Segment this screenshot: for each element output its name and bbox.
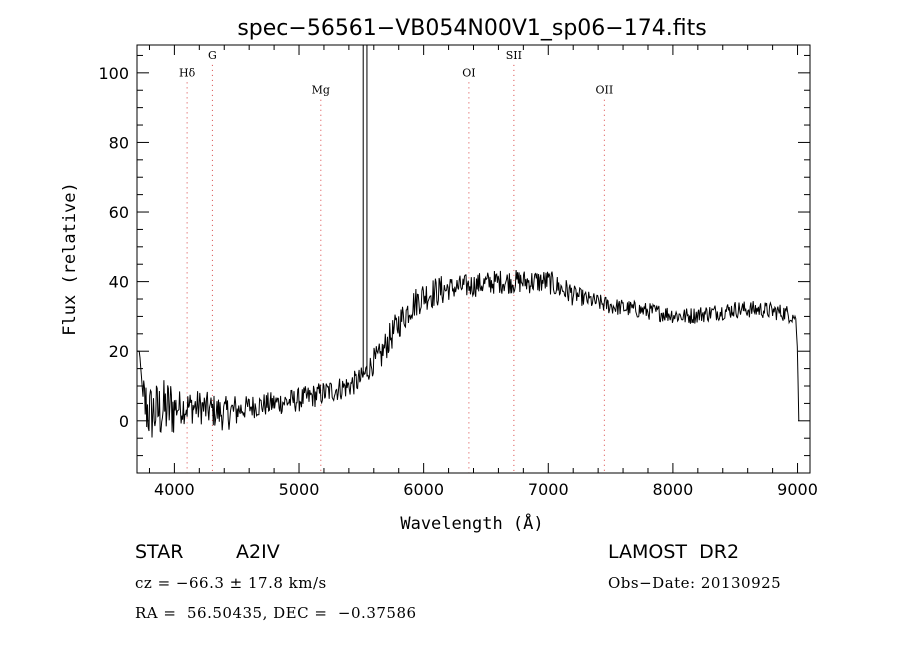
observation-date: Obs−Date: 20130925 <box>608 574 782 592</box>
coordinates: RA = 56.50435, DEC = −0.37586 <box>135 604 417 622</box>
spectrum-plot: spec−56561−VB054N00V1_sp06−174.fits Hδ G M… <box>60 16 818 534</box>
plot-frame <box>136 44 811 474</box>
line-marker-label: Mg <box>312 84 330 97</box>
x-tick-label: 9000 <box>777 480 818 499</box>
line-marker-label: SII <box>506 49 522 62</box>
y-tick-label: 20 <box>109 342 129 361</box>
x-tick-label: 5000 <box>279 480 320 499</box>
x-axis-ticks: 4000 5000 6000 7000 8000 9000 <box>148 45 818 499</box>
chart-title: spec−56561−VB054N00V1_sp06−174.fits <box>237 16 706 41</box>
line-marker-label: OI <box>462 66 475 79</box>
y-tick-label: 0 <box>119 412 129 431</box>
y-tick-label: 40 <box>109 273 129 292</box>
x-tick-label: 6000 <box>403 480 444 499</box>
survey-name: LAMOST DR2 <box>608 541 740 563</box>
spectrum-line <box>137 269 800 438</box>
object-subclass: A2IV <box>236 541 280 563</box>
x-tick-label: 4000 <box>154 480 195 499</box>
object-class: STAR <box>135 541 184 563</box>
spectrum-spike <box>362 44 368 377</box>
redshift-cz: cz = −66.3 ± 17.8 km/s <box>135 574 327 592</box>
x-tick-label: 7000 <box>528 480 569 499</box>
y-tick-label: 60 <box>109 203 129 222</box>
line-marker-label: G <box>208 49 217 62</box>
x-axis-label: Wavelength (Å) <box>400 512 543 534</box>
y-axis-ticks: 0 20 40 60 80 100 <box>98 54 810 457</box>
spike-outline <box>362 44 368 377</box>
emission-line-markers: Hδ G Mg OI SII OII <box>179 49 613 473</box>
y-tick-label: 100 <box>98 64 129 83</box>
y-tick-label: 80 <box>109 133 129 152</box>
line-marker-label: Hδ <box>179 66 196 79</box>
line-marker-label: OII <box>596 84 614 97</box>
x-tick-label: 8000 <box>653 480 694 499</box>
y-axis-label: Flux (relative) <box>60 182 80 336</box>
